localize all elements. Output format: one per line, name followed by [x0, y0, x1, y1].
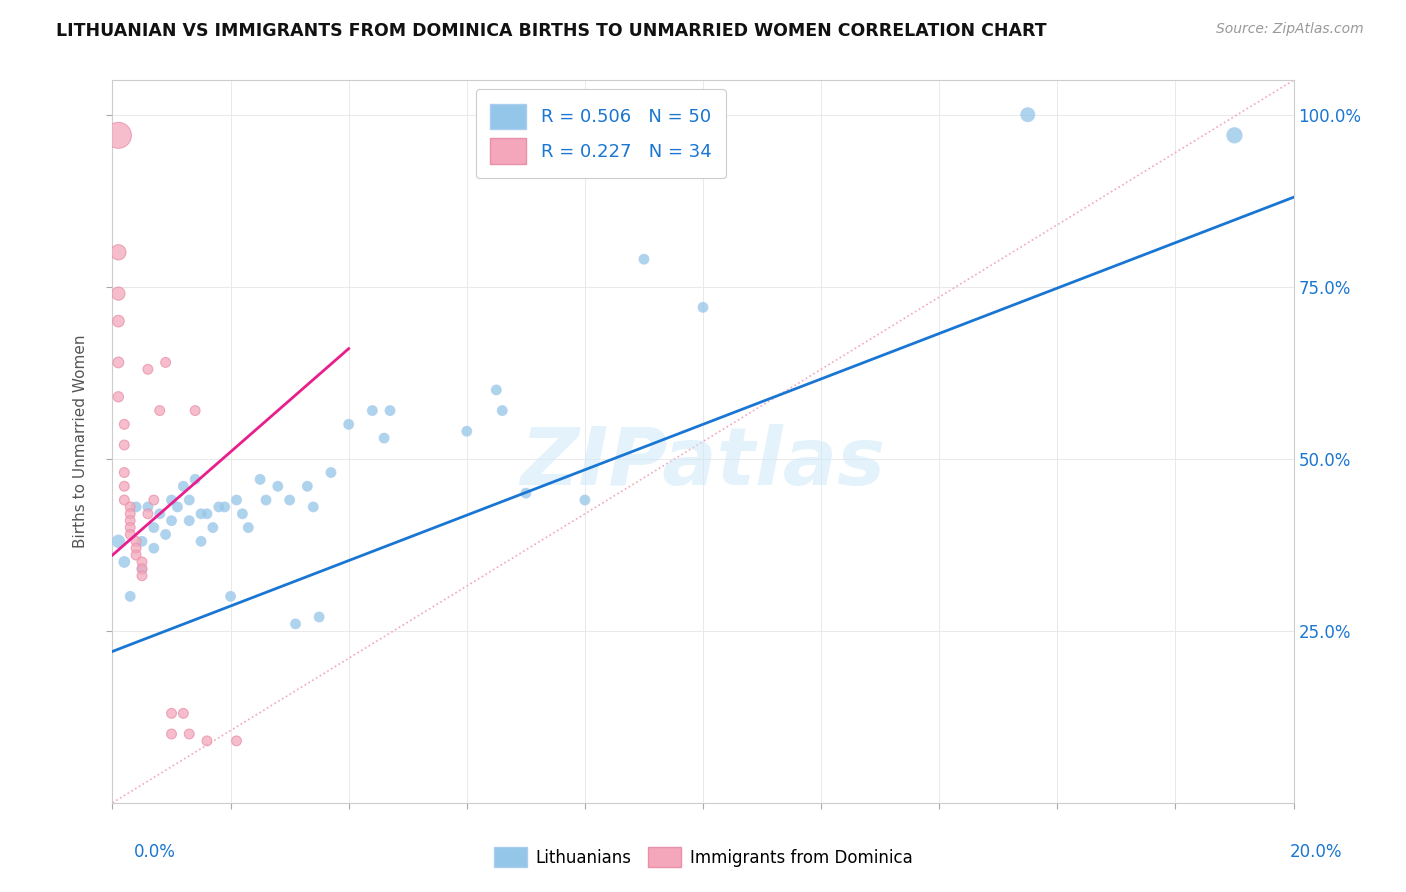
Point: [633, 252, 655, 267]
Point: [107, 390, 129, 404]
Text: LITHUANIAN VS IMMIGRANTS FROM DOMINICA BIRTHS TO UNMARRIED WOMEN CORRELATION CHA: LITHUANIAN VS IMMIGRANTS FROM DOMINICA B…: [56, 22, 1047, 40]
Point: [378, 403, 401, 417]
Text: 0.0%: 0.0%: [134, 843, 176, 861]
Point: [574, 493, 596, 508]
Point: [160, 514, 183, 528]
Point: [308, 610, 330, 624]
Point: [131, 534, 153, 549]
Point: [131, 562, 153, 576]
Point: [214, 500, 236, 514]
Point: [107, 534, 129, 549]
Point: [112, 438, 135, 452]
Point: [302, 500, 325, 514]
Point: [319, 466, 342, 480]
Point: [201, 520, 224, 534]
Point: [155, 355, 177, 369]
Point: [337, 417, 360, 432]
Point: [184, 403, 207, 417]
Point: [120, 520, 142, 534]
Point: [136, 362, 159, 376]
Point: [190, 507, 212, 521]
Point: [254, 493, 277, 508]
Point: [149, 403, 172, 417]
Point: [692, 301, 714, 315]
Point: [219, 590, 242, 604]
Point: [179, 514, 201, 528]
Point: [160, 706, 183, 721]
Point: [107, 245, 129, 260]
Point: [120, 514, 142, 528]
Point: [125, 541, 148, 556]
Text: ZIPatlas: ZIPatlas: [520, 425, 886, 502]
Point: [485, 383, 508, 397]
Point: [284, 616, 307, 631]
Point: [225, 493, 247, 508]
Point: [231, 507, 253, 521]
Text: 20.0%: 20.0%: [1291, 843, 1343, 861]
Legend: Lithuanians, Immigrants from Dominica: Lithuanians, Immigrants from Dominica: [486, 840, 920, 874]
Point: [160, 727, 183, 741]
Point: [112, 493, 135, 508]
Point: [155, 527, 177, 541]
Point: [172, 479, 194, 493]
Point: [131, 555, 153, 569]
Point: [112, 479, 135, 493]
Y-axis label: Births to Unmarried Women: Births to Unmarried Women: [73, 334, 89, 549]
Point: [125, 500, 148, 514]
Point: [515, 486, 537, 500]
Point: [131, 562, 153, 576]
Point: [491, 403, 513, 417]
Point: [166, 500, 188, 514]
Point: [238, 520, 260, 534]
Point: [107, 128, 129, 143]
Point: [179, 493, 201, 508]
Point: [297, 479, 319, 493]
Point: [190, 534, 212, 549]
Point: [249, 472, 271, 486]
Point: [136, 500, 159, 514]
Point: [125, 548, 148, 562]
Point: [184, 472, 207, 486]
Point: [142, 493, 165, 508]
Point: [1223, 128, 1246, 143]
Point: [112, 417, 135, 432]
Point: [278, 493, 301, 508]
Point: [179, 727, 201, 741]
Point: [361, 403, 384, 417]
Point: [225, 734, 247, 748]
Point: [208, 500, 231, 514]
Point: [195, 507, 218, 521]
Point: [107, 355, 129, 369]
Point: [107, 286, 129, 301]
Point: [195, 734, 218, 748]
Point: [112, 466, 135, 480]
Point: [1017, 108, 1039, 122]
Point: [120, 527, 142, 541]
Point: [120, 507, 142, 521]
Point: [120, 500, 142, 514]
Point: [172, 706, 194, 721]
Point: [131, 568, 153, 582]
Point: [107, 314, 129, 328]
Point: [373, 431, 395, 445]
Point: [120, 590, 142, 604]
Point: [149, 507, 172, 521]
Text: Source: ZipAtlas.com: Source: ZipAtlas.com: [1216, 22, 1364, 37]
Point: [456, 424, 478, 438]
Point: [112, 555, 135, 569]
Point: [125, 534, 148, 549]
Point: [142, 520, 165, 534]
Point: [267, 479, 290, 493]
Point: [142, 541, 165, 556]
Point: [136, 507, 159, 521]
Point: [160, 493, 183, 508]
